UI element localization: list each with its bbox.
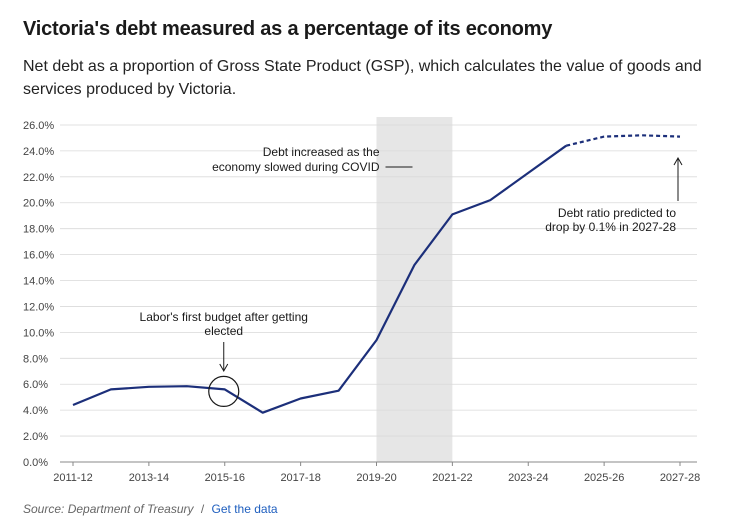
series-line-forecast bbox=[565, 134, 681, 147]
y-tick-label: 22.0% bbox=[23, 172, 54, 184]
data-point bbox=[602, 135, 606, 139]
y-tick-label: 20.0% bbox=[23, 198, 54, 210]
x-axis-tick-labels: 2011-12 2013-14 2015-16 2017-18 2019-20 2021-… bbox=[53, 462, 700, 484]
y-tick-label: 2.0% bbox=[23, 431, 48, 443]
annotation-budget-arrowhead bbox=[219, 363, 229, 373]
x-tick-label: 2017-18 bbox=[280, 472, 320, 484]
annotation-covid-text: Debt increased as the bbox=[263, 145, 380, 159]
annotation-predict-text: Debt ratio predicted to bbox=[558, 206, 676, 220]
data-point bbox=[299, 396, 303, 400]
x-tick-label: 2023-24 bbox=[508, 472, 548, 484]
annotation-budget-text: Labor's first budget after getting bbox=[140, 310, 308, 324]
data-point bbox=[185, 384, 189, 388]
x-tick-label: 2019-20 bbox=[356, 472, 396, 484]
covid-shaded-period bbox=[376, 117, 453, 462]
data-point bbox=[412, 263, 416, 267]
y-tick-label: 4.0% bbox=[23, 405, 48, 417]
source-text: Source: Department of Treasury bbox=[23, 502, 194, 516]
y-tick-label: 16.0% bbox=[23, 250, 54, 262]
y-tick-label: 10.0% bbox=[23, 327, 54, 339]
annotation-predict-text: drop by 0.1% in 2027-28 bbox=[545, 220, 676, 234]
x-tick-label: 2025-26 bbox=[584, 472, 624, 484]
data-point bbox=[337, 389, 341, 393]
data-point bbox=[71, 403, 75, 407]
data-point bbox=[526, 171, 530, 175]
data-point bbox=[488, 198, 492, 202]
chart-title: Victoria's debt measured as a percentage… bbox=[23, 18, 553, 40]
y-gridlines bbox=[60, 124, 697, 463]
y-tick-label: 12.0% bbox=[23, 301, 54, 313]
data-point bbox=[640, 133, 644, 137]
data-point bbox=[375, 338, 379, 342]
y-tick-label: 18.0% bbox=[23, 224, 54, 236]
y-axis-tick-labels: 0.0% 2.0% 4.0% 6.0% 8.0% 10.0% 12.0% 14.0% 16.0%… bbox=[23, 120, 54, 469]
y-tick-label: 24.0% bbox=[23, 146, 54, 158]
y-tick-label: 8.0% bbox=[23, 353, 48, 365]
data-point bbox=[109, 387, 113, 391]
y-tick-label: 6.0% bbox=[23, 379, 48, 391]
y-tick-label: 0.0% bbox=[23, 457, 48, 469]
chart-subtitle: Net debt as a proportion of Gross State … bbox=[23, 58, 702, 98]
annotation-covid-text: economy slowed during COVID bbox=[212, 160, 380, 174]
data-point bbox=[223, 387, 227, 391]
annotation-budget-circle bbox=[208, 375, 240, 408]
data-point bbox=[261, 411, 265, 415]
data-point bbox=[678, 135, 682, 139]
y-tick-label: 14.0% bbox=[23, 276, 54, 288]
series-line-actual bbox=[72, 144, 567, 414]
source-line: Source: Department of Treasury / Get the… bbox=[23, 502, 278, 516]
source-separator: / bbox=[200, 502, 205, 516]
get-the-data-link[interactable]: Get the data bbox=[211, 502, 278, 516]
y-tick-label: 26.0% bbox=[23, 120, 54, 132]
annotation-budget-text: elected bbox=[204, 324, 243, 338]
x-tick-label: 2015-16 bbox=[205, 472, 245, 484]
x-tick-label: 2013-14 bbox=[129, 472, 169, 484]
annotation-predict-arrowhead bbox=[673, 156, 683, 166]
x-tick-label: 2021-22 bbox=[432, 472, 472, 484]
x-tick-label: 2011-12 bbox=[53, 472, 93, 484]
data-point bbox=[147, 385, 151, 389]
x-tick-label: 2027-28 bbox=[660, 472, 700, 484]
data-point bbox=[564, 144, 568, 148]
data-point bbox=[450, 212, 454, 216]
